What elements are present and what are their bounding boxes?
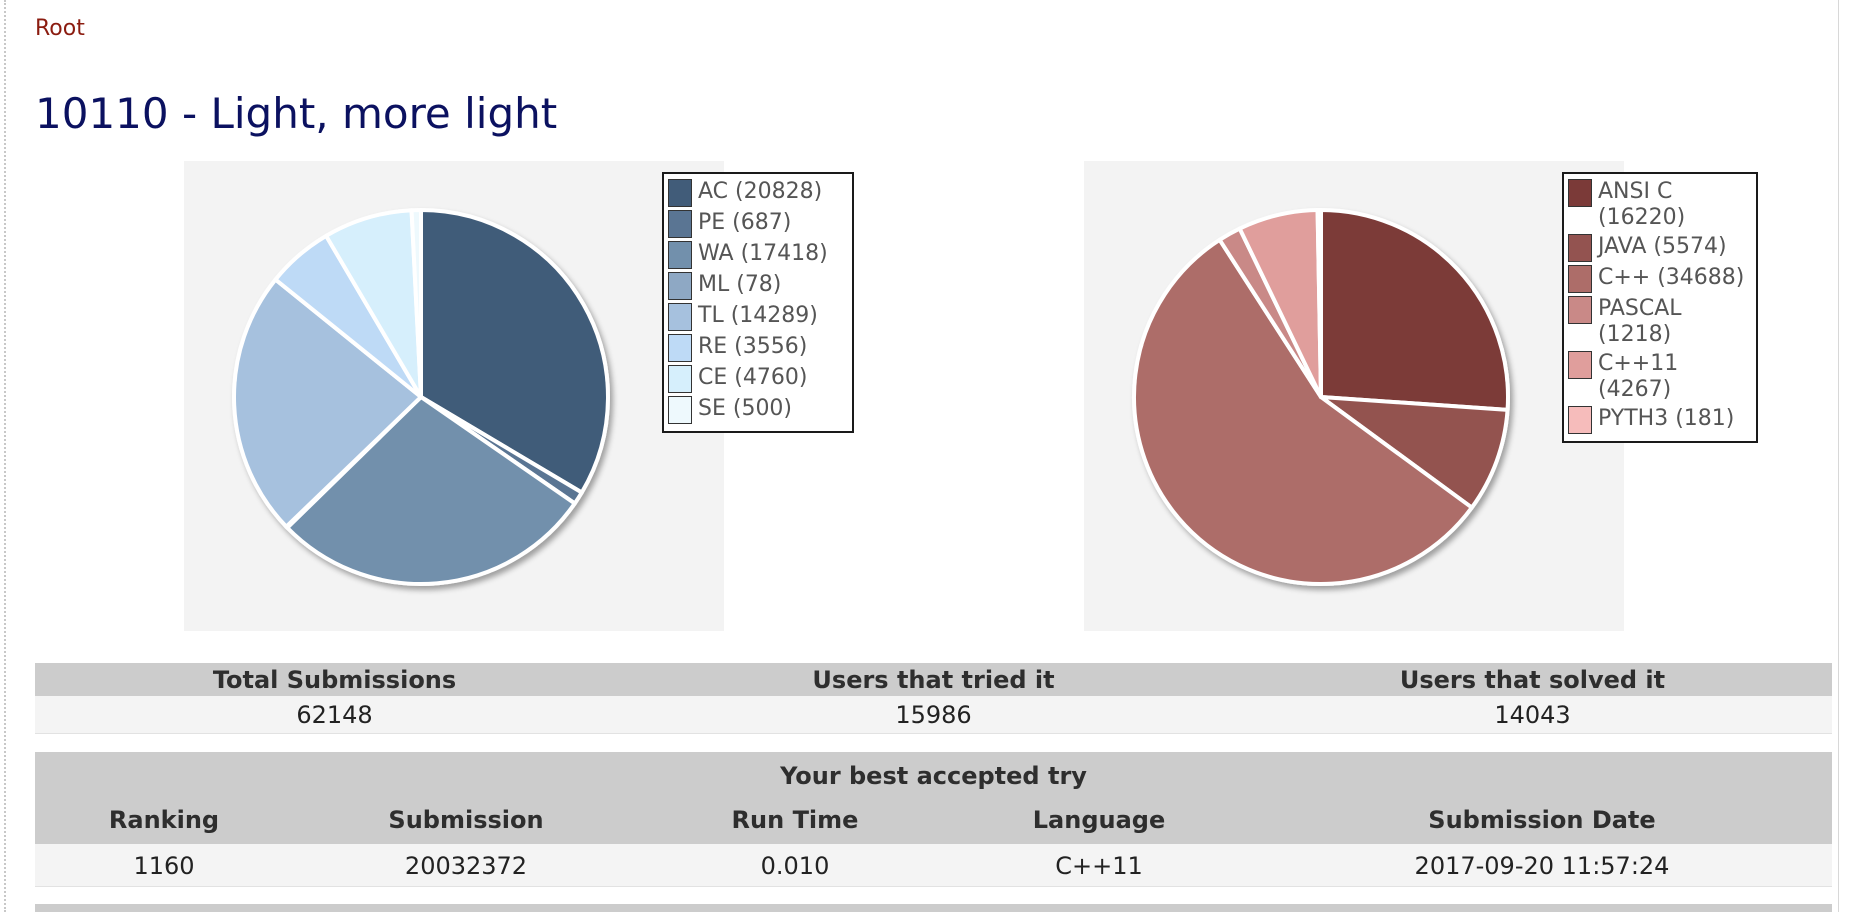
legend-label: AC (20828) <box>698 179 823 204</box>
best-try-language: C++11 <box>1055 852 1143 880</box>
stats-table: Total Submissions Users that tried it Us… <box>35 663 1832 734</box>
stats-users-solved: 14043 <box>1494 700 1571 729</box>
stats-header-users-solved: Users that solved it <box>1399 665 1666 694</box>
legend-swatch <box>1568 179 1592 207</box>
best-try-header-language: Language <box>1032 806 1166 834</box>
legend-item: TL (14289) <box>668 303 848 331</box>
legend-item: ANSI C (16220) <box>1568 179 1752 231</box>
legend-swatch <box>668 210 692 238</box>
legend-swatch <box>668 396 692 424</box>
legend-item: ML (78) <box>668 272 848 300</box>
legend-item: C++ (34688) <box>1568 265 1752 293</box>
legend-label: C++11 (4267) <box>1598 351 1679 402</box>
page-right-border <box>1838 0 1839 912</box>
legend-swatch <box>1568 234 1592 262</box>
best-try-submission-date: 2017-09-20 11:57:24 <box>1414 852 1670 880</box>
best-try-value-row: 1160 20032372 0.010 C++11 2017-09-20 11:… <box>35 844 1832 887</box>
next-section-header <box>35 904 1832 912</box>
legend-item: WA (17418) <box>668 241 848 269</box>
language-pie-svg <box>1132 207 1510 586</box>
best-try-header-ranking: Ranking <box>108 806 220 834</box>
best-try-run-time: 0.010 <box>760 852 830 880</box>
legend-swatch <box>668 365 692 393</box>
page-left-border <box>4 0 6 912</box>
legend-label: SE (500) <box>698 396 793 421</box>
legend-label: RE (3556) <box>698 334 808 359</box>
legend-label: TL (14289) <box>698 303 818 328</box>
verdict-pie-chart <box>184 161 724 631</box>
language-pie-slice-ansi-c <box>1319 208 1510 412</box>
stats-total-submissions: 62148 <box>296 700 373 729</box>
legend-item: PE (687) <box>668 210 848 238</box>
stats-header-total-submissions: Total Submissions <box>212 665 457 694</box>
legend-item: RE (3556) <box>668 334 848 362</box>
legend-swatch <box>1568 296 1592 324</box>
best-try-header-row: Ranking Submission Run Time Language Sub… <box>35 798 1832 844</box>
best-try-header-submission-date: Submission Date <box>1428 806 1656 834</box>
verdict-pie-slice-se <box>409 208 423 399</box>
legend-item: CE (4760) <box>668 365 848 393</box>
legend-label: JAVA (5574) <box>1598 234 1727 259</box>
legend-swatch <box>668 241 692 269</box>
verdict-pie-svg <box>232 208 610 586</box>
legend-swatch <box>1568 265 1592 293</box>
language-pie-chart <box>1084 161 1624 631</box>
language-legend: ANSI C (16220) JAVA (5574) C++ (34688) P… <box>1562 172 1758 443</box>
stats-users-tried: 15986 <box>895 700 972 729</box>
legend-swatch <box>1568 406 1592 434</box>
stats-header-row: Total Submissions Users that tried it Us… <box>35 663 1832 696</box>
legend-label: PE (687) <box>698 210 792 235</box>
verdict-pie-slice-tl <box>232 277 423 529</box>
legend-item: SE (500) <box>668 396 848 424</box>
breadcrumb-root-link[interactable]: Root <box>35 16 85 41</box>
best-try-title: Your best accepted try <box>35 752 1832 798</box>
legend-swatch <box>668 179 692 207</box>
legend-label: ANSI C (16220) <box>1598 179 1686 230</box>
stats-value-row: 62148 15986 14043 <box>35 696 1832 734</box>
legend-item: C++11 (4267) <box>1568 351 1752 403</box>
legend-swatch <box>668 334 692 362</box>
legend-swatch <box>668 272 692 300</box>
verdict-pie-slice-ac <box>419 208 610 495</box>
legend-swatch <box>1568 351 1592 379</box>
page-title: 10110 - Light, more light <box>35 89 558 138</box>
legend-item: PASCAL (1218) <box>1568 296 1752 348</box>
language-pie-slice-pyth3 <box>1315 207 1323 399</box>
language-pie-slice-java <box>1319 395 1510 510</box>
language-pie-slice-c- <box>1132 237 1474 586</box>
verdict-pie-slice-wa <box>285 395 577 586</box>
legend-item: AC (20828) <box>668 179 848 207</box>
legend-label: C++ (34688) <box>1598 265 1745 290</box>
best-try-table: Your best accepted try Ranking Submissio… <box>35 752 1832 887</box>
legend-item: JAVA (5574) <box>1568 234 1752 262</box>
best-try-header-submission: Submission <box>388 806 544 834</box>
best-try-ranking: 1160 <box>133 852 195 880</box>
best-try-submission-link[interactable]: 20032372 <box>404 852 528 880</box>
legend-swatch <box>668 303 692 331</box>
legend-label: PASCAL (1218) <box>1598 296 1682 347</box>
legend-label: PYTH3 (181) <box>1598 406 1735 431</box>
legend-item: PYTH3 (181) <box>1568 406 1752 434</box>
legend-label: WA (17418) <box>698 241 828 266</box>
legend-label: ML (78) <box>698 272 782 297</box>
stats-header-users-tried: Users that tried it <box>812 665 1055 694</box>
legend-label: CE (4760) <box>698 365 808 390</box>
verdict-legend: AC (20828) PE (687) WA (17418) ML (78) T… <box>662 172 854 433</box>
best-try-header-run-time: Run Time <box>731 806 859 834</box>
